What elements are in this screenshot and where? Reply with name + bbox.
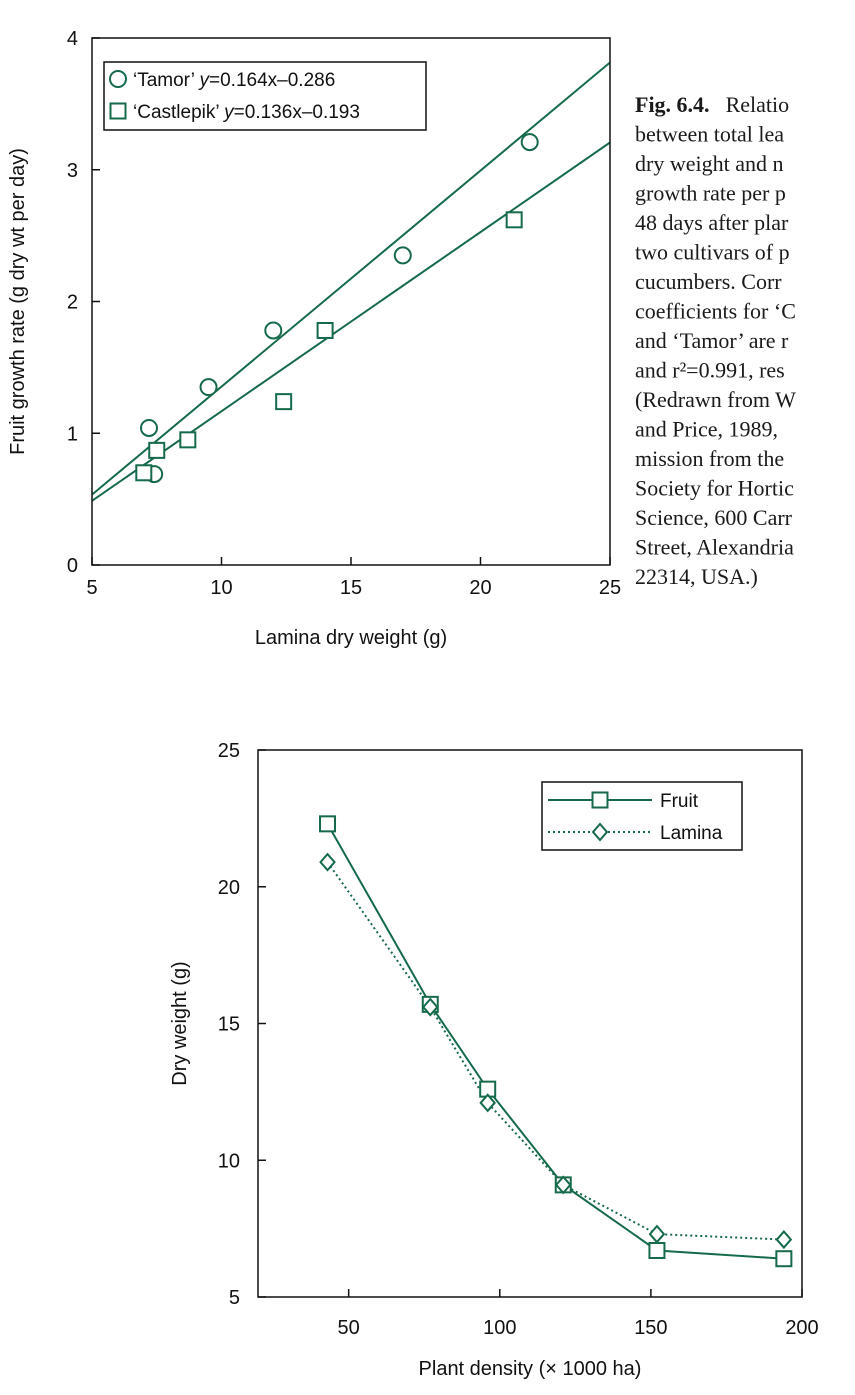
legend-marker-1 [109, 70, 127, 88]
figure-caption: Fig. 6.4. Relatio between total lea dry wei… [635, 92, 796, 589]
legend-name-1: ‘Tamor’ [133, 70, 200, 91]
legend-marker-2 [591, 822, 609, 842]
fit-line-2 [92, 141, 610, 502]
y-tick-label-3: 15 [218, 1014, 240, 1036]
legend: ‘Tamor’ y=0.164x–0.286‘Castlepik’ y=0.13… [103, 61, 427, 131]
series-2-point-2 [148, 441, 166, 459]
caption-line-13: mission from the [635, 446, 784, 471]
caption-line-4: growth rate per p [635, 181, 786, 206]
y-tick-label-5: 25 [218, 740, 240, 762]
caption-line-1: Fig. 6.4. Relatio [635, 92, 789, 117]
caption-line-7: cucumbers. Corr [635, 269, 782, 294]
scatter-chart: 5 10 15 20 25 0 1 2 3 4 Lamina dry weight (g) Fruit… [7, 28, 621, 649]
legend-marker-2 [109, 102, 127, 120]
series-2-point-1 [319, 852, 336, 872]
series-1-point-1 [319, 815, 337, 833]
x-tick-label-3: 150 [634, 1317, 667, 1339]
y-tick-label-2: 10 [218, 1150, 240, 1172]
caption-line-3: dry weight and n [635, 151, 783, 176]
series-line-2 [326, 861, 784, 1241]
series-2-point-6 [775, 1230, 793, 1250]
series-2-point-2 [421, 997, 439, 1017]
x-tick-label-4: 20 [469, 577, 491, 599]
series-1-point-1 [139, 418, 158, 437]
caption-line-15: Science, 600 Carr [635, 505, 793, 530]
series-2-point-1 [135, 464, 153, 482]
legend-entry-2: ‘Castlepik’ y=0.136x–0.193 [133, 102, 360, 123]
legend-marker-1 [591, 791, 609, 809]
caption-line-2: between total lea [635, 122, 784, 147]
caption-line-10: and r²=0.991, res [635, 358, 785, 383]
legend: Fruit Lamina [541, 781, 743, 851]
x-axis-label: Lamina dry weight (g) [255, 627, 447, 649]
y-tick-label-1: 0 [67, 555, 78, 577]
caption-line-8: coefficients for ‘C [635, 299, 796, 324]
caption-line-5: 48 days after plar [635, 210, 789, 235]
legend-name-2: ‘Castlepik’ [133, 102, 224, 123]
caption-line-1-text: Relatio [726, 92, 790, 117]
caption-label: Fig. 6.4. [635, 92, 710, 117]
x-tick-label-1: 5 [86, 577, 97, 599]
series-1-point-5 [648, 1242, 666, 1260]
y-tick-label-1: 5 [229, 1287, 240, 1309]
y-tick-label-2: 1 [67, 423, 78, 445]
caption-line-16: Street, Alexandria [635, 535, 794, 560]
x-axis-label: Plant density (× 1000 ha) [419, 1358, 642, 1380]
fit-line-1 [92, 61, 610, 496]
series-1-point-4 [264, 321, 283, 340]
y-tick-label-5: 4 [67, 28, 78, 50]
x-tick-label-5: 25 [599, 577, 621, 599]
series-2-point-6 [505, 211, 523, 229]
series-2-point-3 [179, 431, 197, 449]
series-2-point-5 [316, 321, 334, 339]
series-1-point-6 [520, 133, 539, 152]
legend-box [103, 61, 427, 131]
legend-entry-2: Lamina [660, 823, 723, 844]
series-2-point-5 [648, 1224, 666, 1244]
legend-eq-var-1: y [198, 70, 211, 91]
caption-line-9: and ‘Tamor’ are r [635, 328, 789, 353]
x-tick-label-3: 15 [340, 577, 362, 599]
series-line-1 [326, 823, 784, 1260]
legend-eq-var-2: y [222, 102, 235, 123]
y-tick-label-3: 2 [67, 292, 78, 314]
legend-entry-1: Fruit [660, 791, 699, 812]
caption-line-11: (Redrawn from W [635, 387, 796, 412]
y-axis-label: Dry weight (g) [169, 961, 191, 1085]
legend-eq-2: =0.136x–0.193 [234, 102, 360, 123]
y-axis-label: Fruit growth rate (g dry wt per day) [7, 148, 29, 455]
legend-eq-1: =0.164x–0.286 [209, 70, 335, 91]
series-2-point-4 [554, 1175, 572, 1195]
x-tick-label-4: 200 [785, 1317, 818, 1339]
caption-line-14: Society for Hortic [635, 476, 794, 501]
series-2-point-4 [275, 393, 293, 411]
series-2-point-3 [479, 1093, 497, 1113]
series-1-point-3 [199, 378, 218, 397]
caption-line-6: two cultivars of p [635, 240, 790, 265]
caption-line-12: and Price, 1989, [635, 417, 778, 442]
y-tick-label-4: 20 [218, 877, 240, 899]
series-1-point-5 [393, 246, 412, 265]
x-tick-label-1: 50 [338, 1317, 360, 1339]
line-chart: 50 100 150 200 5 10 15 20 25 Plant density (× 100… [169, 740, 819, 1380]
legend-box [541, 781, 743, 851]
x-tick-label-2: 100 [483, 1317, 516, 1339]
series-1-point-6 [775, 1250, 793, 1268]
x-tick-label-2: 10 [210, 577, 232, 599]
legend-entry-1: ‘Tamor’ y=0.164x–0.286 [133, 70, 335, 91]
caption-line-17: 22314, USA.) [635, 564, 758, 589]
y-tick-label-4: 3 [67, 160, 78, 182]
